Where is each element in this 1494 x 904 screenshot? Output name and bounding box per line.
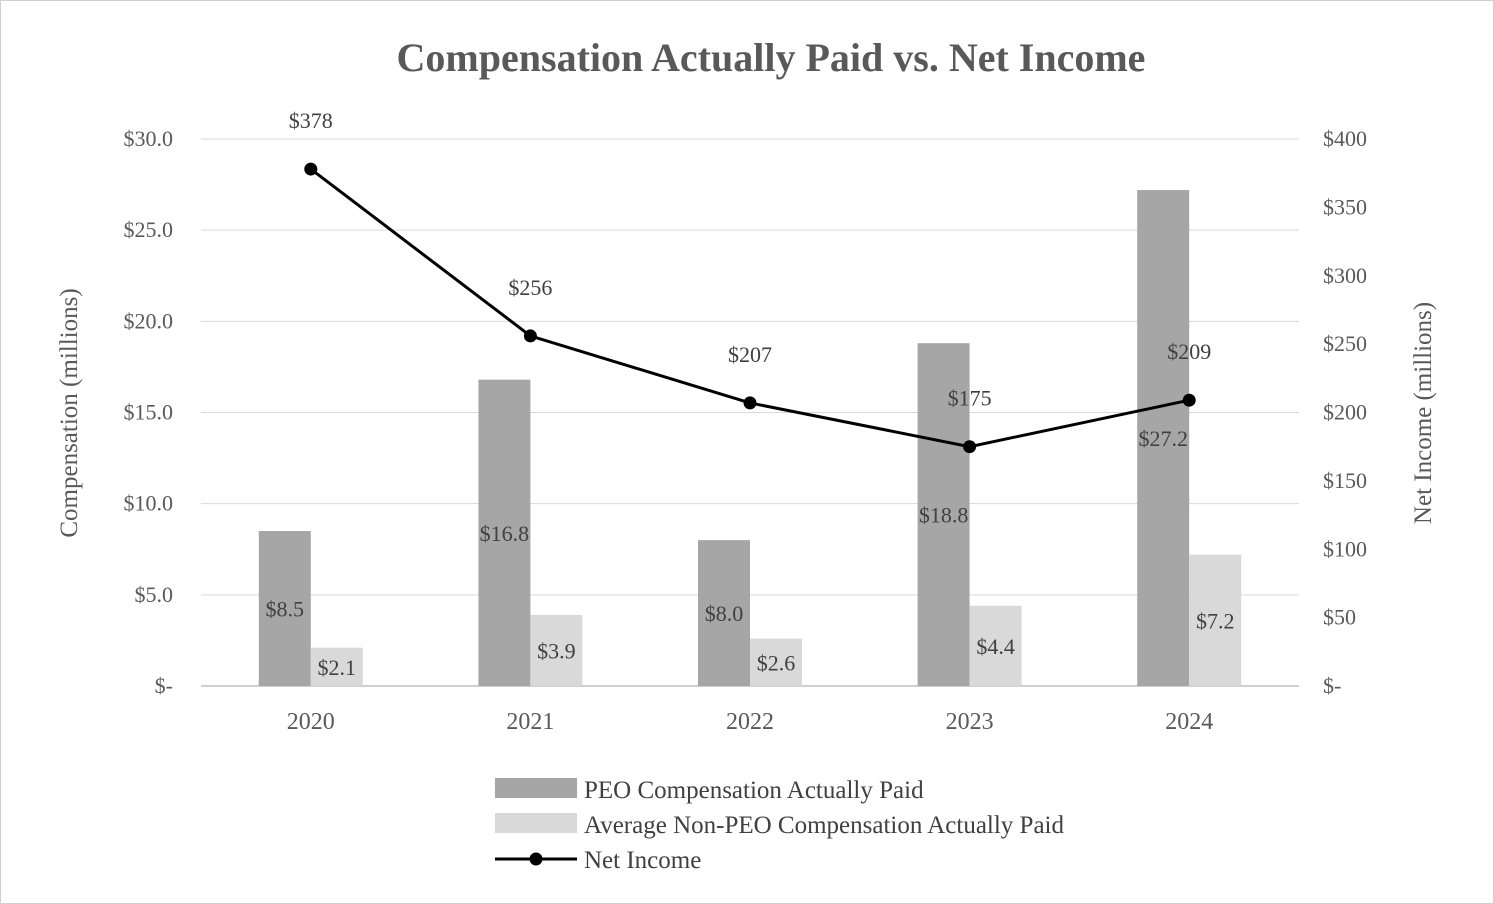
x-tick-label: 2024 — [1165, 709, 1213, 735]
left-tick-label: $10.0 — [124, 491, 174, 516]
net-income-marker — [1182, 393, 1196, 407]
right-tick-label: $350 — [1323, 194, 1367, 219]
right-tick-label: $400 — [1323, 126, 1367, 151]
left-axis-title: Compensation (millions) — [56, 288, 83, 537]
data-label-non-peo: $4.4 — [976, 634, 1015, 659]
x-tick-label: 2020 — [287, 709, 335, 735]
data-label-net-income: $209 — [1167, 339, 1211, 364]
data-label-non-peo: $2.6 — [757, 650, 796, 675]
bar-peo — [478, 379, 531, 686]
left-axis-ticks: $- $5.0 $10.0 $15.0 $20.0 $25.0 $30.0 — [124, 126, 174, 698]
right-tick-label: $300 — [1323, 263, 1367, 288]
bar-peo — [917, 343, 970, 686]
data-label-non-peo: $2.1 — [318, 655, 357, 680]
data-label-peo: $16.8 — [480, 521, 530, 546]
chart-title: Compensation Actually Paid vs. Net Incom… — [397, 35, 1146, 80]
x-axis-ticks: 2020 2021 2022 2023 2024 — [287, 709, 1213, 735]
net-income-marker — [523, 329, 537, 343]
left-tick-label: $20.0 — [124, 308, 174, 333]
right-tick-label: $50 — [1323, 605, 1356, 630]
left-tick-label: $25.0 — [124, 217, 174, 242]
data-label-net-income: $378 — [289, 108, 333, 133]
x-tick-label: 2021 — [506, 709, 554, 735]
right-tick-label: $200 — [1323, 400, 1367, 425]
net-income-marker — [743, 396, 757, 410]
data-label-net-income: $175 — [948, 386, 992, 411]
bar-non-peo — [530, 614, 583, 686]
bar-non-peo — [969, 605, 1022, 686]
left-tick-label: $30.0 — [124, 126, 174, 151]
legend-swatch-peo — [495, 778, 577, 798]
left-tick-label: $5.0 — [135, 582, 174, 607]
data-labels: $8.5 $2.1 $16.8 $3.9 $8.0 $2.6 $18.8 $4.4 $27.2 $… — [266, 108, 1235, 680]
data-label-non-peo: $7.2 — [1196, 608, 1235, 633]
right-axis-title: Net Income (millions) — [1410, 302, 1437, 524]
legend-marker-net-income — [529, 852, 543, 866]
data-label-peo: $18.8 — [919, 503, 969, 528]
legend: PEO Compensation Actually Paid Average No… — [495, 777, 1065, 874]
data-label-peo: $27.2 — [1138, 426, 1188, 451]
bars — [258, 190, 1242, 686]
legend-label-non-peo: Average Non-PEO Compensation Actually Pa… — [584, 812, 1065, 839]
left-tick-label: $15.0 — [124, 400, 174, 425]
left-tick-label: $- — [155, 673, 173, 698]
data-label-non-peo: $3.9 — [537, 638, 576, 663]
bar-non-peo — [310, 647, 363, 686]
x-tick-label: 2022 — [726, 709, 774, 735]
bar-peo — [258, 531, 311, 686]
gridlines — [201, 138, 1299, 687]
right-axis-ticks: $- $50 $100 $150 $200 $250 $300 $350 $400 — [1323, 126, 1367, 698]
data-label-net-income: $256 — [508, 275, 552, 300]
bar-non-peo — [750, 638, 802, 686]
data-label-net-income: $207 — [728, 342, 772, 367]
bar-peo — [1137, 190, 1190, 686]
right-tick-label: $- — [1323, 673, 1341, 698]
net-income-marker — [304, 162, 318, 176]
x-tick-label: 2023 — [946, 709, 994, 735]
data-label-peo: $8.0 — [705, 601, 744, 626]
legend-label-net-income: Net Income — [584, 847, 701, 874]
net-income-line — [304, 162, 1196, 454]
data-label-peo: $8.5 — [266, 597, 305, 622]
right-tick-label: $150 — [1323, 468, 1367, 493]
legend-label-peo: PEO Compensation Actually Paid — [584, 777, 924, 804]
right-tick-label: $250 — [1323, 331, 1367, 356]
legend-swatch-non-peo — [495, 813, 577, 833]
net-income-marker — [963, 440, 977, 454]
bar-non-peo — [1189, 554, 1242, 686]
right-tick-label: $100 — [1323, 536, 1367, 561]
bar-peo — [698, 540, 750, 686]
